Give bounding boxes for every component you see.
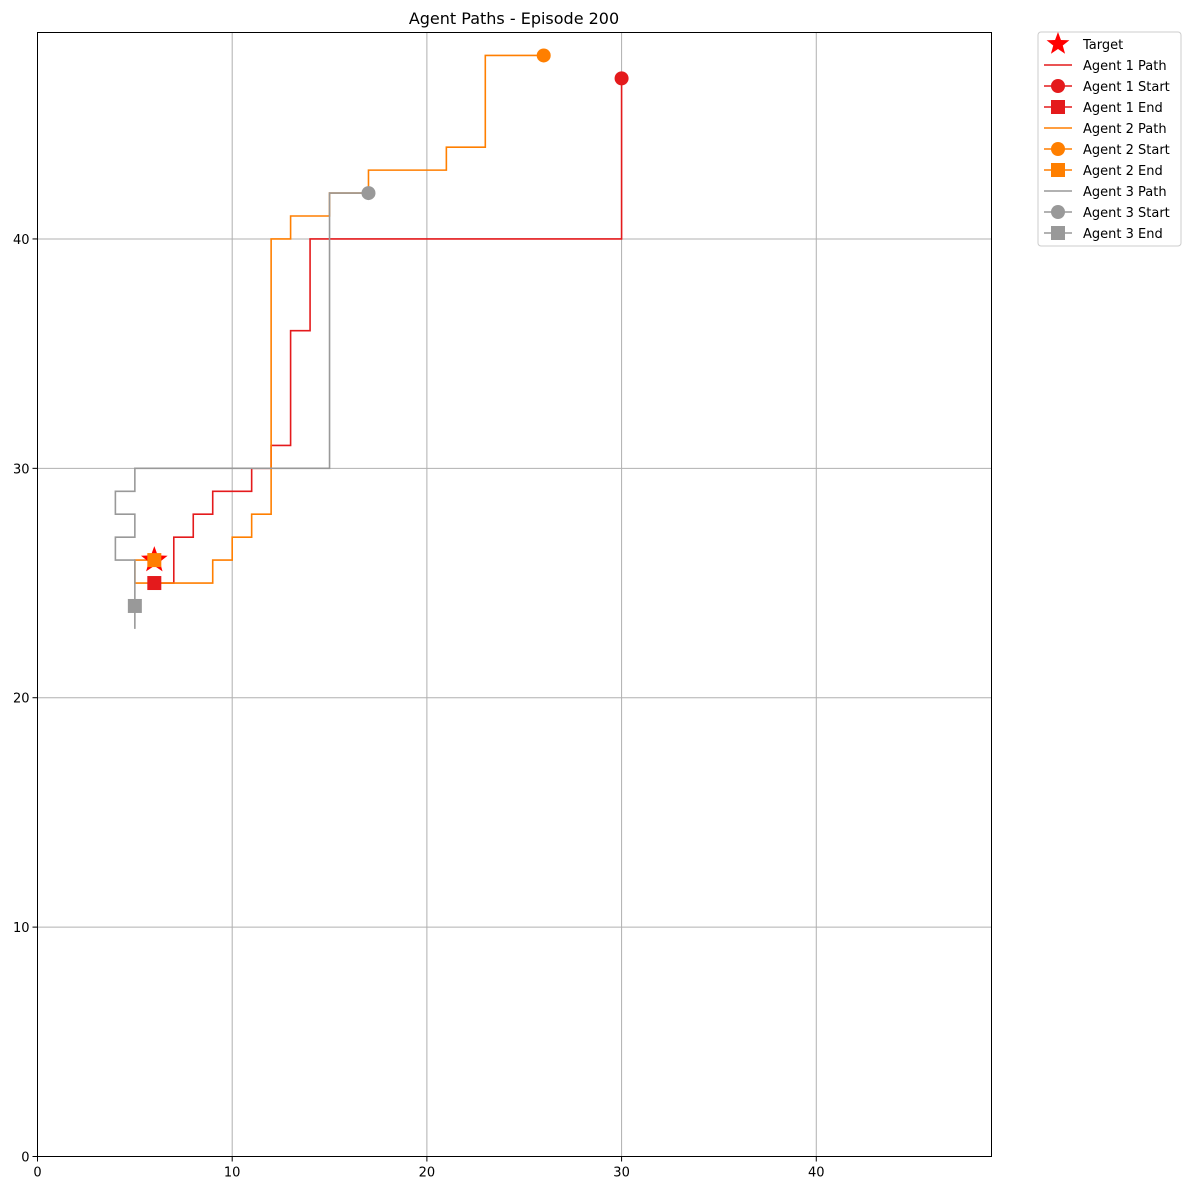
legend-entry-label: Agent 2 End: [1083, 164, 1163, 179]
legend-entry-label: Agent 3 Path: [1083, 185, 1167, 200]
legend-entry-label: Agent 1 End: [1083, 101, 1163, 116]
agent-paths: [114, 54, 623, 629]
legend-square-marker: [1051, 163, 1065, 177]
y-tick-label: 0: [21, 1151, 29, 1166]
agent-2-start-marker: [536, 48, 551, 63]
axis-ticks: 0 10 20 30 40 0 10 20 30 40: [13, 233, 825, 1181]
y-tick-label: 10: [13, 921, 30, 936]
agent-1-end-marker: [147, 576, 162, 591]
agent-3-start-marker: [361, 186, 376, 201]
agent-3-path: [114, 192, 369, 629]
agent-3-end-marker: [127, 598, 142, 613]
legend-entry-label: Agent 3 End: [1083, 227, 1163, 242]
x-tick-label: 20: [419, 1166, 436, 1181]
legend: Target Agent 1 Path Agent 1 Start Agent 1 E…: [1037, 31, 1182, 247]
legend-entry-label: Agent 1 Start: [1083, 80, 1170, 95]
agent-2-path: [134, 54, 544, 584]
legend-entry-label: Target: [1082, 38, 1123, 53]
y-tick-label: 40: [13, 233, 30, 248]
legend-entry-label: Agent 2 Path: [1083, 122, 1167, 137]
x-tick-label: 40: [808, 1166, 825, 1181]
plot-frame: [37, 32, 992, 1157]
x-tick-label: 30: [613, 1166, 630, 1181]
y-tick-label: 30: [13, 462, 30, 477]
x-tick-label: 10: [224, 1166, 241, 1181]
legend-circle-marker: [1051, 142, 1065, 156]
agent-2-end-marker: [147, 553, 162, 568]
legend-square-marker: [1051, 226, 1065, 240]
agent-1-start-marker: [614, 71, 629, 86]
legend-entry-label: Agent 2 Start: [1083, 143, 1170, 158]
legend-circle-marker: [1051, 79, 1065, 93]
legend-square-marker: [1051, 100, 1065, 114]
legend-entry-label: Agent 1 Path: [1083, 59, 1167, 74]
legend-target-star-icon: [1046, 32, 1070, 54]
legend-circle-marker: [1051, 205, 1065, 219]
legend-box: [1037, 31, 1182, 247]
agent-markers: [127, 48, 629, 613]
y-tick-label: 20: [13, 692, 30, 707]
chart-title: Agent Paths - Episode 200: [409, 9, 619, 28]
legend-entry-label: Agent 3 Start: [1083, 206, 1170, 221]
x-tick-label: 0: [33, 1166, 41, 1181]
